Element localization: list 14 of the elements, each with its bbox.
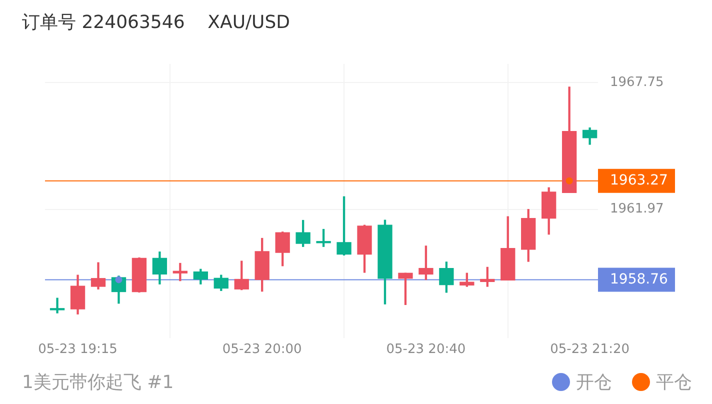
ref-line-label: 1958.76 <box>610 271 668 288</box>
legend-label: 平仓 <box>656 371 692 394</box>
legend-label: 开仓 <box>576 371 612 394</box>
candlestick <box>50 298 65 314</box>
x-tick-label: 05-23 21:20 <box>550 342 630 358</box>
chart-title: 订单号 224063546 XAU/USD <box>22 11 290 34</box>
candlestick <box>172 262 188 282</box>
text: 1美元带你起飞 #1 <box>22 371 174 394</box>
x-tick-label: 05-23 20:40 <box>386 342 466 358</box>
x-tick-label: 05-23 20:00 <box>222 342 302 358</box>
y-tick-label: 1967.75 <box>610 75 664 90</box>
x-tick-label: 05-23 19:15 <box>38 342 118 358</box>
y-tick-label: 1961.97 <box>610 202 664 217</box>
ref-line-label: 1963.27 <box>610 172 668 188</box>
